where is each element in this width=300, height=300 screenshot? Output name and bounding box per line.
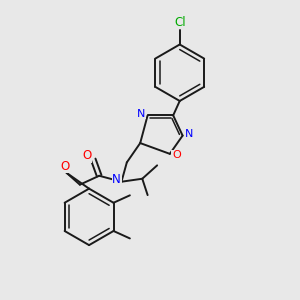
Text: N: N (137, 109, 145, 119)
Text: O: O (60, 160, 70, 173)
Text: Cl: Cl (174, 16, 185, 29)
Text: O: O (82, 149, 91, 162)
Text: N: N (185, 129, 193, 139)
Text: O: O (172, 150, 181, 160)
Text: N: N (112, 173, 121, 186)
